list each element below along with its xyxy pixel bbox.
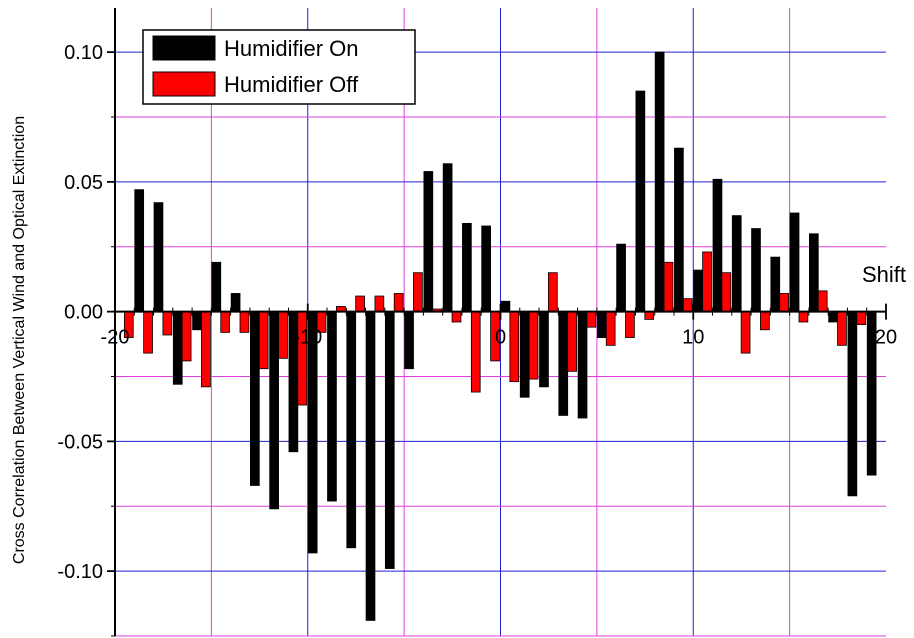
bar-humidifier-on: [789, 212, 800, 313]
x-tick-label: 20: [875, 327, 897, 349]
x-tick-label: 10: [682, 327, 704, 349]
bar-humidifier-off: [181, 311, 192, 362]
bar-humidifier-off: [451, 311, 462, 323]
bar-humidifier-on: [365, 311, 376, 621]
bar-humidifier-on: [423, 171, 434, 313]
bar-humidifier-off: [143, 311, 153, 354]
bar-humidifier-on: [596, 311, 607, 338]
bar-humidifier-on: [153, 202, 164, 313]
bar-humidifier-on: [731, 215, 742, 313]
bar-humidifier-on: [674, 147, 684, 313]
bar-humidifier-off: [856, 311, 867, 325]
bar-humidifier-off: [740, 311, 751, 354]
bar-humidifier-on: [230, 293, 241, 313]
bar-humidifier-off: [779, 293, 789, 313]
bar-humidifier-off: [663, 261, 674, 313]
bar-humidifier-on: [770, 256, 781, 313]
bar-humidifier-off: [548, 272, 558, 313]
bar-humidifier-off: [605, 311, 616, 346]
bar-humidifier-on: [847, 311, 858, 497]
bar-humidifier-off: [837, 311, 847, 346]
bar-humidifier-on: [192, 311, 202, 331]
legend-swatch-humidifier-off: [152, 71, 216, 97]
bar-humidifier-on: [539, 311, 549, 388]
bar-humidifier-off: [721, 272, 732, 313]
y-tick-label: 0.00: [64, 302, 103, 324]
x-tick-label: -20: [101, 327, 130, 349]
bar-humidifier-off: [798, 311, 809, 323]
bar-humidifier-on: [751, 228, 761, 313]
bar-humidifier-on: [635, 90, 646, 313]
bar-humidifier-on: [519, 311, 530, 398]
bar-humidifier-off: [509, 311, 520, 383]
bar-humidifier-off: [586, 311, 597, 328]
bar-humidifier-on: [481, 225, 491, 313]
bar-humidifier-off: [374, 295, 385, 313]
y-tick-label: 0.10: [64, 42, 103, 64]
axes: [107, 8, 887, 637]
bar-humidifier-off: [760, 311, 770, 331]
bar-humidifier-off: [239, 311, 250, 333]
bar-humidifier-off: [567, 311, 577, 372]
bar-humidifier-on: [693, 269, 704, 313]
x-tick-label: -10: [293, 327, 322, 349]
bar-humidifier-on: [211, 261, 222, 313]
bar-humidifier-on: [404, 311, 414, 370]
x-axis-label: Shift: [862, 262, 906, 287]
bar-humidifier-off: [278, 311, 288, 359]
bar-humidifier-off: [702, 251, 712, 313]
y-tick-label: -0.05: [57, 431, 103, 453]
bar-humidifier-on: [712, 178, 723, 313]
legend-swatch-humidifier-on: [152, 35, 216, 61]
bar-humidifier-off: [413, 272, 423, 313]
tick-labels: -20 -10 0 10 20 0.10 0.05 0.00 -0.05 -0.10: [57, 42, 897, 583]
bar-humidifier-on: [250, 311, 260, 486]
bars: [123, 51, 877, 621]
bar-humidifier-on: [809, 233, 819, 313]
bar-humidifier-off: [258, 311, 269, 370]
bar-humidifier-off: [528, 311, 539, 380]
bar-humidifier-on: [500, 300, 511, 313]
bar-humidifier-off: [393, 293, 404, 313]
bar-humidifier-on: [577, 311, 588, 419]
bar-humidifier-on: [462, 222, 472, 313]
y-tick-label: -0.10: [57, 561, 103, 583]
legend-label-humidifier-on: Humidifier On: [224, 36, 358, 61]
bar-humidifier-on: [134, 189, 145, 313]
bar-humidifier-on: [327, 311, 337, 502]
bar-humidifier-on: [558, 311, 569, 416]
bar-humidifier-off: [817, 290, 828, 313]
bar-humidifier-on: [616, 243, 626, 313]
bar-humidifier-on: [346, 311, 357, 549]
x-tick-label: 0: [495, 327, 506, 349]
bar-humidifier-off: [162, 311, 173, 336]
bar-humidifier-off: [625, 311, 635, 338]
y-tick-label: 0.05: [64, 172, 103, 194]
bar-humidifier-off: [470, 311, 481, 393]
bar-humidifier-off: [355, 295, 365, 313]
bar-humidifier-on: [172, 311, 183, 385]
legend-label-humidifier-off: Humidifier Off: [224, 72, 359, 97]
bar-humidifier-on: [384, 311, 395, 569]
bar-humidifier-on: [269, 311, 279, 510]
y-axis-label: Cross Correlation Between Vertical Wind …: [11, 116, 28, 564]
bar-humidifier-off: [220, 311, 231, 333]
bar-humidifier-on: [442, 163, 453, 313]
legend: Humidifier On Humidifier Off: [142, 29, 416, 105]
bar-humidifier-on: [828, 311, 838, 323]
bar-humidifier-off: [644, 311, 655, 320]
bar-humidifier-off: [682, 298, 693, 313]
bar-humidifier-on: [654, 51, 665, 313]
bar-humidifier-off: [201, 311, 211, 388]
